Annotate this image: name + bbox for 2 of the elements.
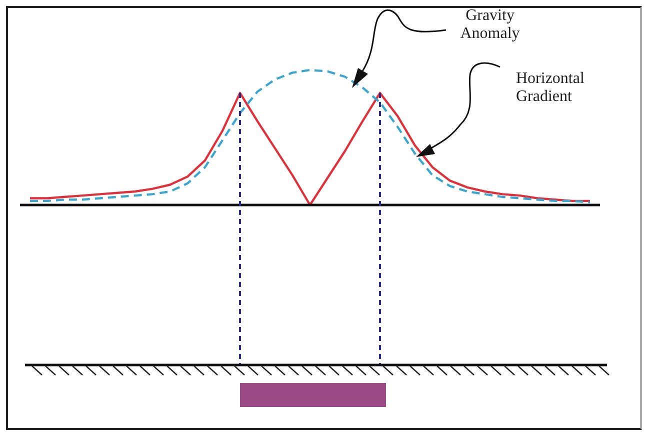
text: Gravity Anomaly [459, 7, 521, 43]
text: Horizontal Gradient [516, 70, 586, 106]
